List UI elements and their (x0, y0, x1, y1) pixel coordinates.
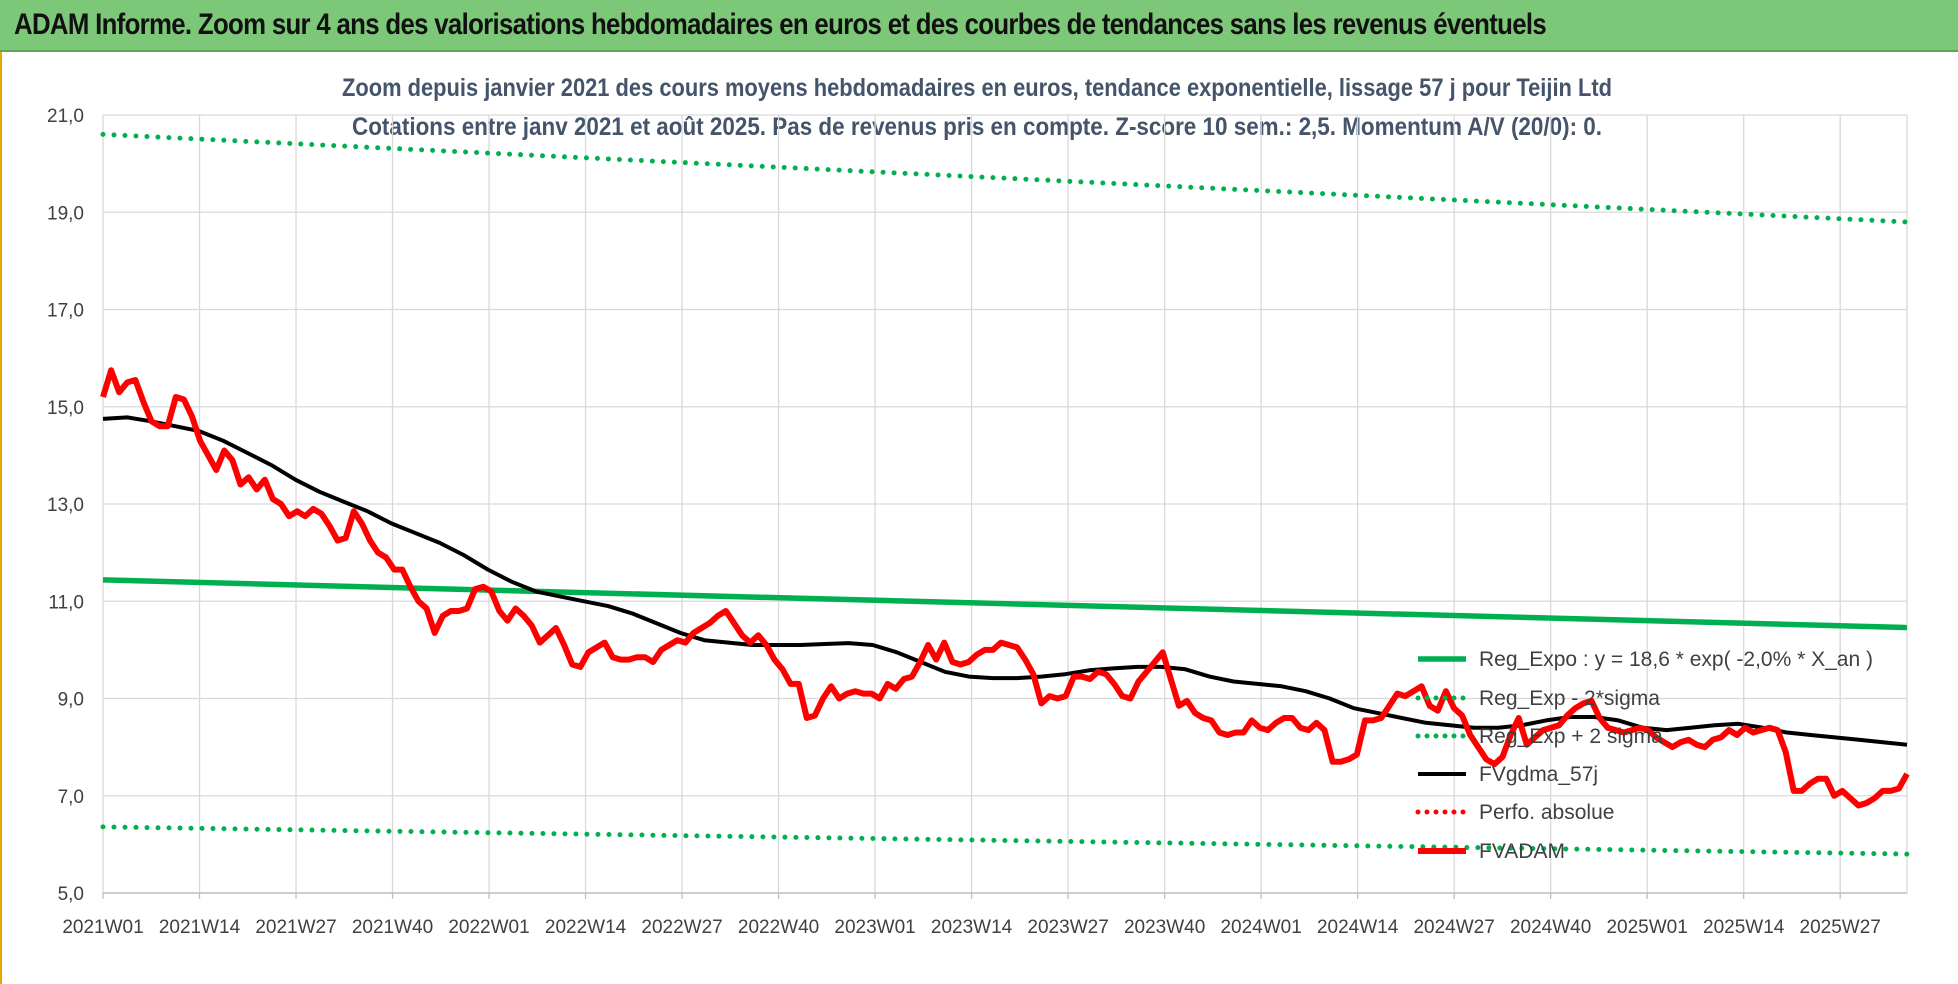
y-tick-label: 17,0 (47, 301, 84, 322)
x-tick-label: 2023W01 (834, 917, 915, 938)
x-tick-label: 2021W40 (352, 917, 433, 938)
x-tick-label: 2023W14 (931, 917, 1013, 938)
y-tick-label: 5,0 (58, 884, 84, 905)
legend-item-reg-exp-plus-2sigma: Reg_Exp + 2 sigma (1479, 725, 1663, 748)
y-tick-label: 7,0 (58, 787, 84, 808)
grid (102, 114, 1908, 894)
x-tick-label: 2023W40 (1124, 917, 1205, 938)
x-tick-label: 2024W14 (1317, 917, 1399, 938)
legend-item-fvadam: FVADAM (1479, 840, 1565, 863)
y-tick-label: 15,0 (47, 398, 84, 419)
y-tick-label: 19,0 (47, 203, 84, 224)
reg-exp-minus-2sigma-line (100, 824, 1910, 857)
x-tick-label: 2024W27 (1413, 917, 1494, 938)
x-tick-label: 2024W01 (1220, 917, 1301, 938)
legend-item-reg-expo: Reg_Expo : y = 18,6 * exp( -2,0% * X_an … (1479, 648, 1873, 671)
legend-item-fvgdma-57j: FVgdma_57j (1479, 763, 1598, 786)
legend: Reg_Expo : y = 18,6 * exp( -2,0% * X_an … (1415, 648, 1873, 863)
fvgdma-57j-line (102, 415, 1908, 747)
x-tick-label: 2022W40 (738, 917, 819, 938)
title-banner: ADAM Informe. Zoom sur 4 ans des valoris… (0, 0, 1958, 52)
y-tick-label: 9,0 (58, 690, 84, 711)
chart-subtitle-line-2: Cotations entre janv 2021 et août 2025. … (352, 113, 1602, 141)
x-tick-label: 2021W14 (159, 917, 241, 938)
x-tick-label: 2025W27 (1800, 917, 1881, 938)
y-axis: 5,0 7,0 9,0 11,0 13,0 15,0 17,0 19,0 21,0 (47, 106, 84, 905)
y-tick-label: 21,0 (47, 106, 84, 127)
line-chart: Zoom depuis janvier 2021 des cours moyen… (47, 74, 1910, 938)
legend-item-perfo-absolue: Perfo. absolue (1479, 801, 1614, 824)
x-tick-label: 2021W01 (62, 917, 143, 938)
y-tick-label: 13,0 (47, 495, 84, 516)
reg-expo-line (102, 577, 1908, 631)
reg-exp-plus-2sigma-line (100, 131, 1910, 225)
chart-area: Zoom depuis janvier 2021 des cours moyen… (0, 52, 1958, 984)
fvadam-line (100, 367, 1910, 809)
x-tick-label: 2022W14 (545, 917, 627, 938)
x-tick-label: 2021W27 (255, 917, 336, 938)
page-title: ADAM Informe. Zoom sur 4 ans des valoris… (14, 8, 1547, 41)
x-tick-label: 2023W27 (1027, 917, 1108, 938)
x-tick-label: 2024W40 (1510, 917, 1591, 938)
x-tick-label: 2025W01 (1606, 917, 1687, 938)
x-tick-label: 2025W14 (1703, 917, 1785, 938)
legend-item-reg-exp-minus-2sigma: Reg_Exp - 2*sigma (1479, 687, 1660, 710)
y-tick-label: 11,0 (48, 592, 84, 613)
x-tick-label: 2022W27 (641, 917, 722, 938)
x-tick-label: 2022W01 (448, 917, 529, 938)
series-group (100, 131, 1910, 857)
x-axis: 2021W01 2021W14 2021W27 2021W40 2022W01 2022W… (62, 892, 1907, 938)
chart-subtitle-line-1: Zoom depuis janvier 2021 des cours moyen… (342, 74, 1612, 102)
